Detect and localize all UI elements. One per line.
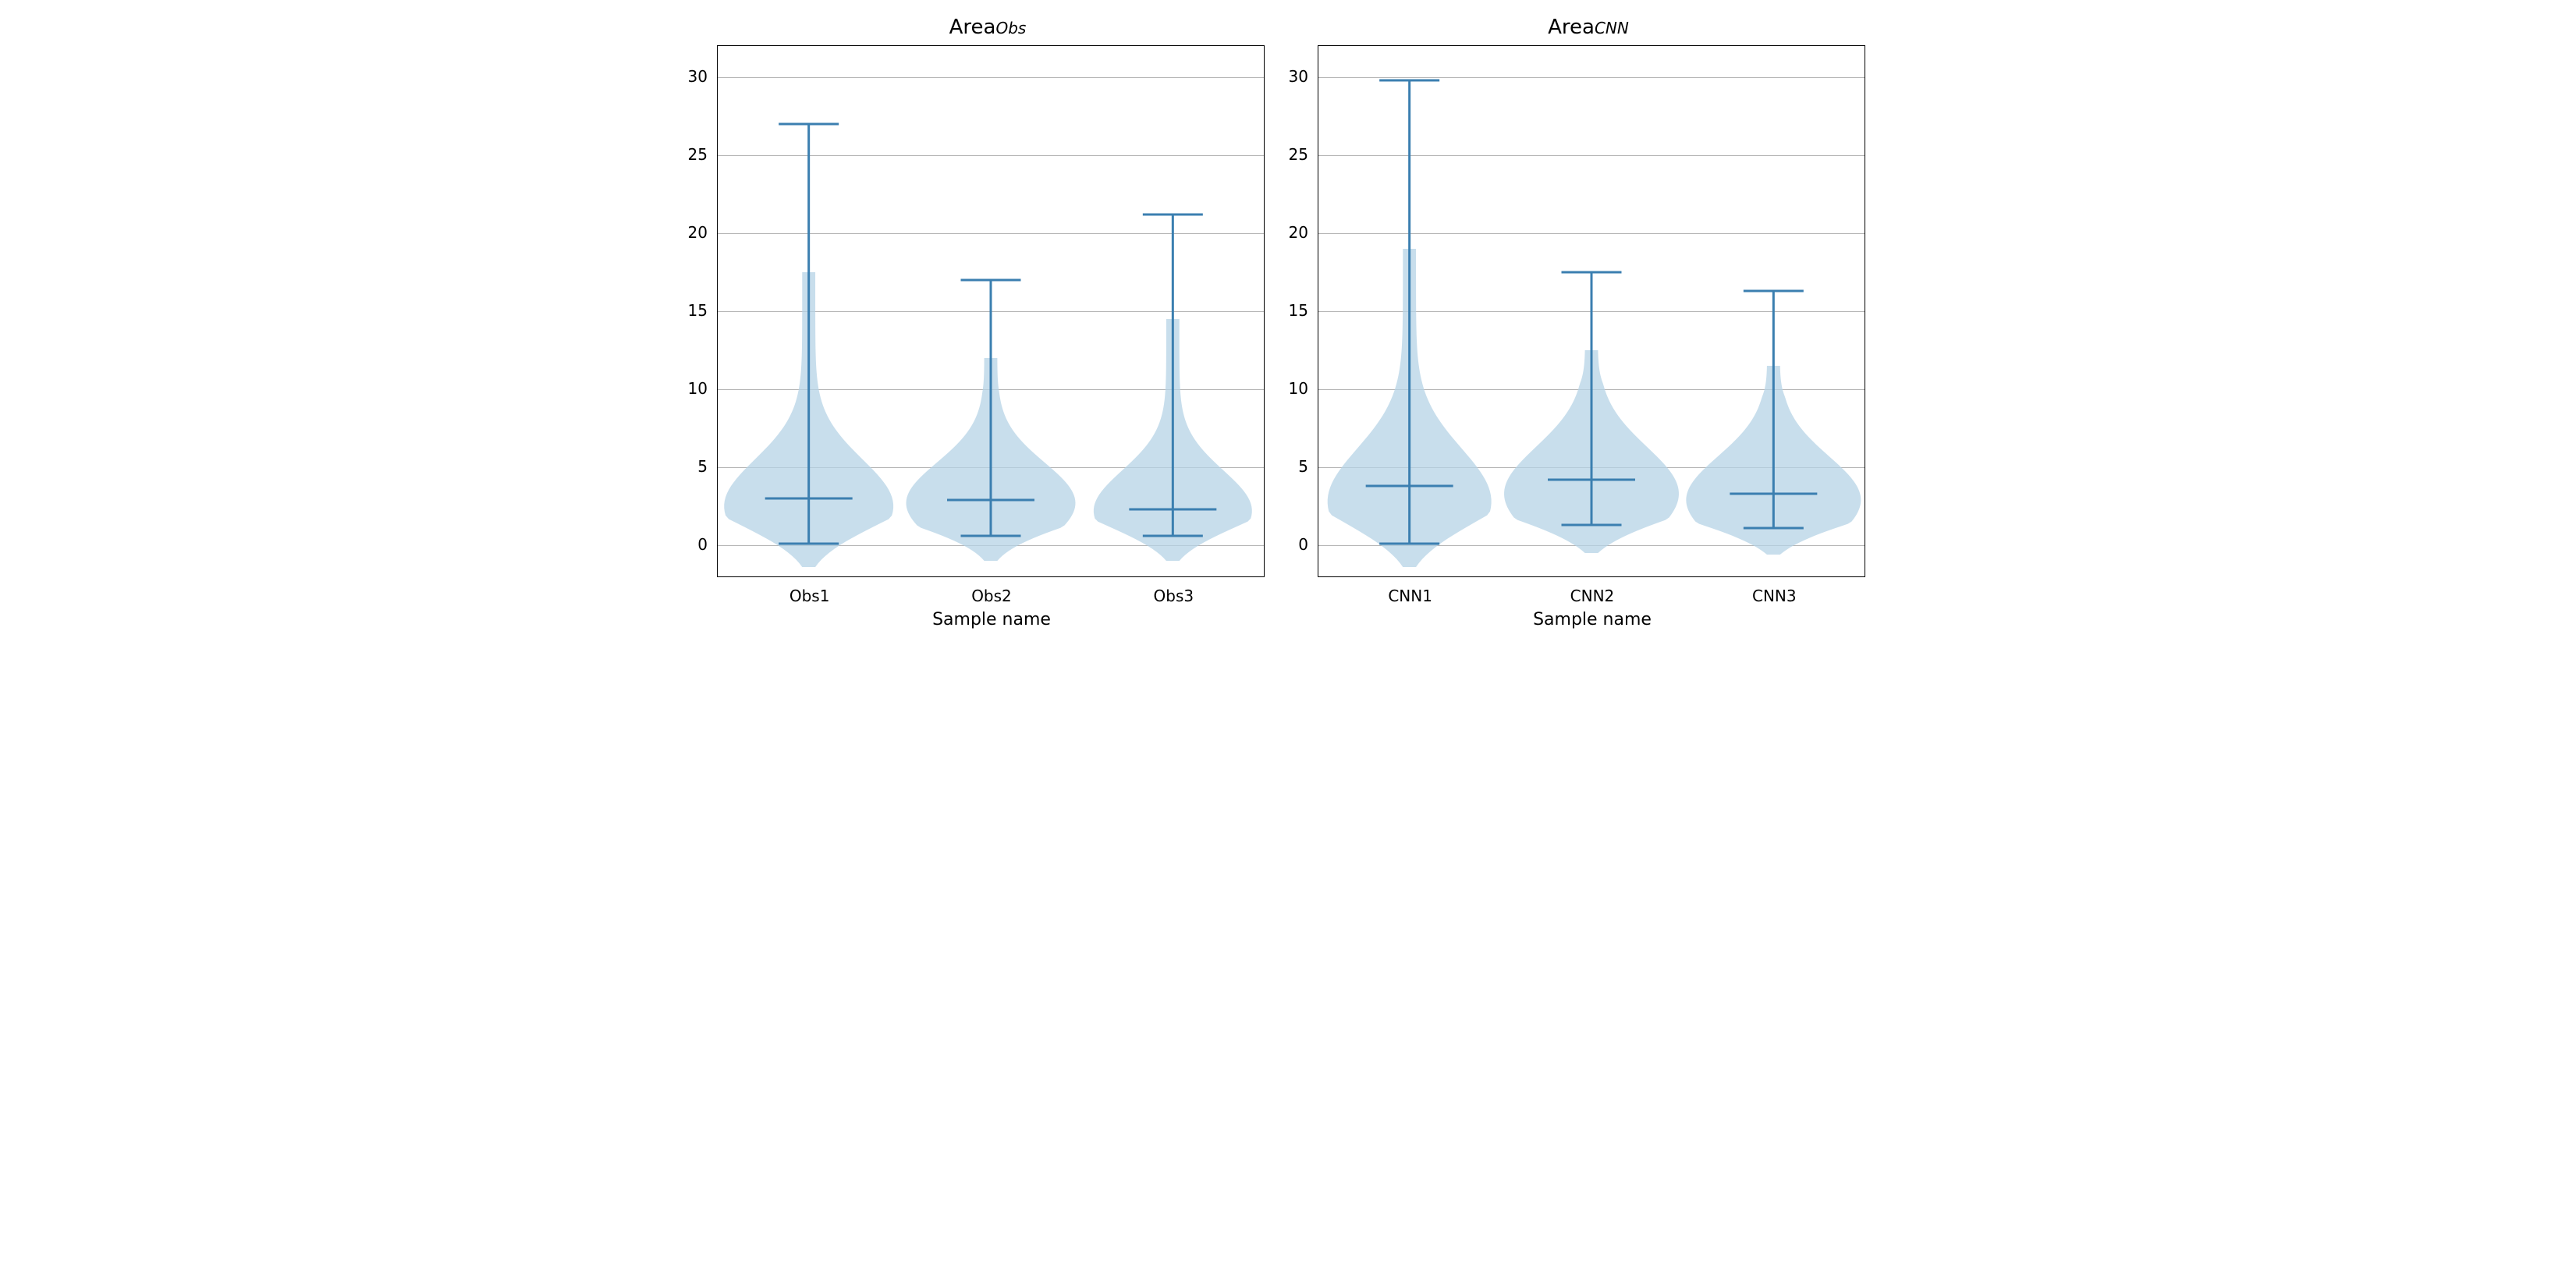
ytick-label: 20 [1289,223,1308,242]
x-tick-labels: CNN1CNN2CNN3 [1319,587,1865,605]
ytick-label: 10 [1289,379,1308,398]
xtick-row: CNN1CNN2CNN3 [1311,577,1865,605]
xtick-label: Obs2 [900,587,1082,605]
xtick-label: Obs3 [1083,587,1265,605]
y-tick-labels [1311,45,1318,576]
x-axis-label: Sample name [719,610,1265,629]
plot-area [717,45,1265,577]
x-tick-labels: Obs1Obs2Obs3 [719,587,1265,605]
ytick-label: 5 [1298,457,1308,476]
ytick-label: 15 [688,301,708,320]
violin-layer [718,46,1264,576]
plot-title-subscript: CNN [1595,19,1629,37]
violin-layer [1318,46,1865,576]
ytick-label: 30 [688,67,708,86]
axes: 051015202530 [1311,45,1865,577]
xlabel-row: Sample name [711,605,1265,629]
ytick-label: 0 [1298,535,1308,554]
ytick-label: 10 [688,379,708,398]
plot-title-main: Area [1548,16,1595,39]
plot-area [1318,45,1865,577]
xtick-label: Obs1 [719,587,900,605]
ytick-label: 25 [688,145,708,164]
xtick-row: Obs1Obs2Obs3 [711,577,1265,605]
plot-title-subscript: Obs [995,19,1026,37]
plot-title: AreaObs [711,16,1265,39]
xlabel-row: Sample name [1311,605,1865,629]
xtick-label: CNN2 [1501,587,1683,605]
ytick-label: 30 [1289,67,1308,86]
plot-title-main: Area [949,16,996,39]
y-tick-labels [711,45,717,576]
ytick-label: 25 [1289,145,1308,164]
subplot-1: AreaCNN 051015202530 CNN1CNN2CNN3 Sample na… [1311,16,1865,629]
subplot-0: AreaObs 051015202530 Obs1Obs2Obs3 Sample na… [711,16,1265,629]
plot-wrapper: 051015202530 [1318,45,1865,577]
xtick-label: CNN3 [1684,587,1865,605]
figure-container: AreaObs051015202530Obs1Obs2Obs3Sample na… [16,16,2560,629]
xtick-label: CNN1 [1319,587,1501,605]
ytick-label: 5 [697,457,708,476]
ytick-label: 20 [688,223,708,242]
axes: 051015202530 [711,45,1265,577]
ytick-label: 0 [697,535,708,554]
x-axis-label: Sample name [1319,610,1865,629]
ytick-label: 15 [1289,301,1308,320]
plot-wrapper: 051015202530 [717,45,1265,577]
plot-title: AreaCNN [1311,16,1865,39]
